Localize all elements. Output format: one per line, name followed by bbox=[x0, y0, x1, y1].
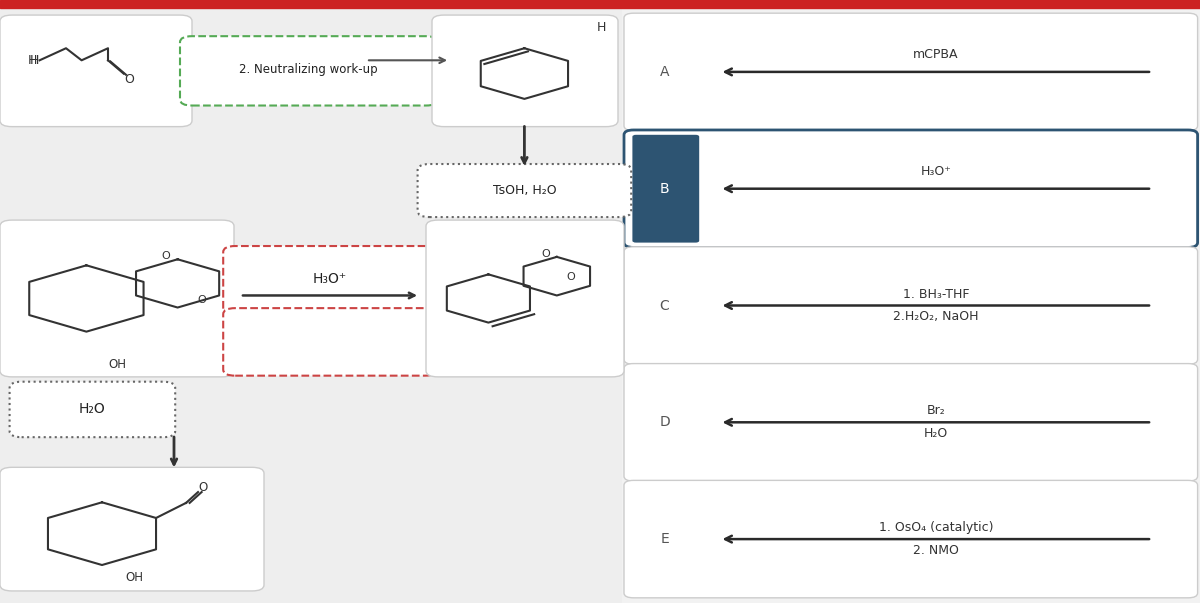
FancyBboxPatch shape bbox=[432, 15, 618, 127]
Text: 2. Neutralizing work-up: 2. Neutralizing work-up bbox=[239, 63, 378, 76]
Text: mCPBA: mCPBA bbox=[913, 48, 959, 61]
Text: O: O bbox=[198, 481, 208, 494]
FancyBboxPatch shape bbox=[624, 130, 1198, 247]
Text: TsOH, H₂O: TsOH, H₂O bbox=[492, 184, 557, 197]
Text: OH: OH bbox=[126, 570, 144, 584]
FancyBboxPatch shape bbox=[426, 220, 624, 377]
Text: H: H bbox=[30, 54, 40, 67]
Text: E: E bbox=[660, 532, 668, 546]
FancyBboxPatch shape bbox=[418, 164, 631, 217]
Text: O: O bbox=[161, 251, 170, 261]
FancyBboxPatch shape bbox=[0, 220, 234, 377]
FancyBboxPatch shape bbox=[624, 247, 1198, 364]
Text: H₂O: H₂O bbox=[924, 427, 948, 440]
Bar bbox=[622, 8, 1200, 603]
FancyBboxPatch shape bbox=[180, 36, 438, 106]
Text: A: A bbox=[660, 65, 670, 79]
Text: 1. BH₃-THF: 1. BH₃-THF bbox=[902, 288, 970, 301]
FancyBboxPatch shape bbox=[624, 364, 1198, 481]
FancyBboxPatch shape bbox=[10, 382, 175, 437]
FancyBboxPatch shape bbox=[624, 481, 1198, 598]
FancyBboxPatch shape bbox=[223, 246, 437, 315]
Text: O: O bbox=[566, 273, 576, 282]
FancyBboxPatch shape bbox=[0, 467, 264, 591]
Text: OH: OH bbox=[109, 358, 127, 371]
Text: Br₂: Br₂ bbox=[926, 405, 946, 417]
Text: H₃O⁺: H₃O⁺ bbox=[313, 272, 347, 286]
Bar bbox=[0, 0, 1200, 8]
FancyBboxPatch shape bbox=[632, 135, 700, 242]
Text: O: O bbox=[541, 250, 551, 259]
FancyBboxPatch shape bbox=[223, 308, 437, 376]
Text: 2. NMO: 2. NMO bbox=[913, 544, 959, 557]
FancyBboxPatch shape bbox=[0, 15, 192, 127]
Bar bbox=[0, 8, 622, 603]
Text: D: D bbox=[659, 415, 670, 429]
Text: 1. OsO₄ (catalytic): 1. OsO₄ (catalytic) bbox=[878, 521, 994, 534]
FancyBboxPatch shape bbox=[624, 13, 1198, 131]
Text: C: C bbox=[660, 298, 670, 312]
Text: H₃O⁺: H₃O⁺ bbox=[920, 165, 952, 178]
Text: B: B bbox=[660, 182, 670, 196]
Text: H: H bbox=[596, 21, 606, 34]
Text: H: H bbox=[28, 54, 37, 67]
Text: H₂O: H₂O bbox=[79, 402, 106, 417]
Text: 2.H₂O₂, NaOH: 2.H₂O₂, NaOH bbox=[893, 311, 978, 323]
Text: O: O bbox=[197, 295, 206, 305]
Text: O: O bbox=[125, 73, 134, 86]
